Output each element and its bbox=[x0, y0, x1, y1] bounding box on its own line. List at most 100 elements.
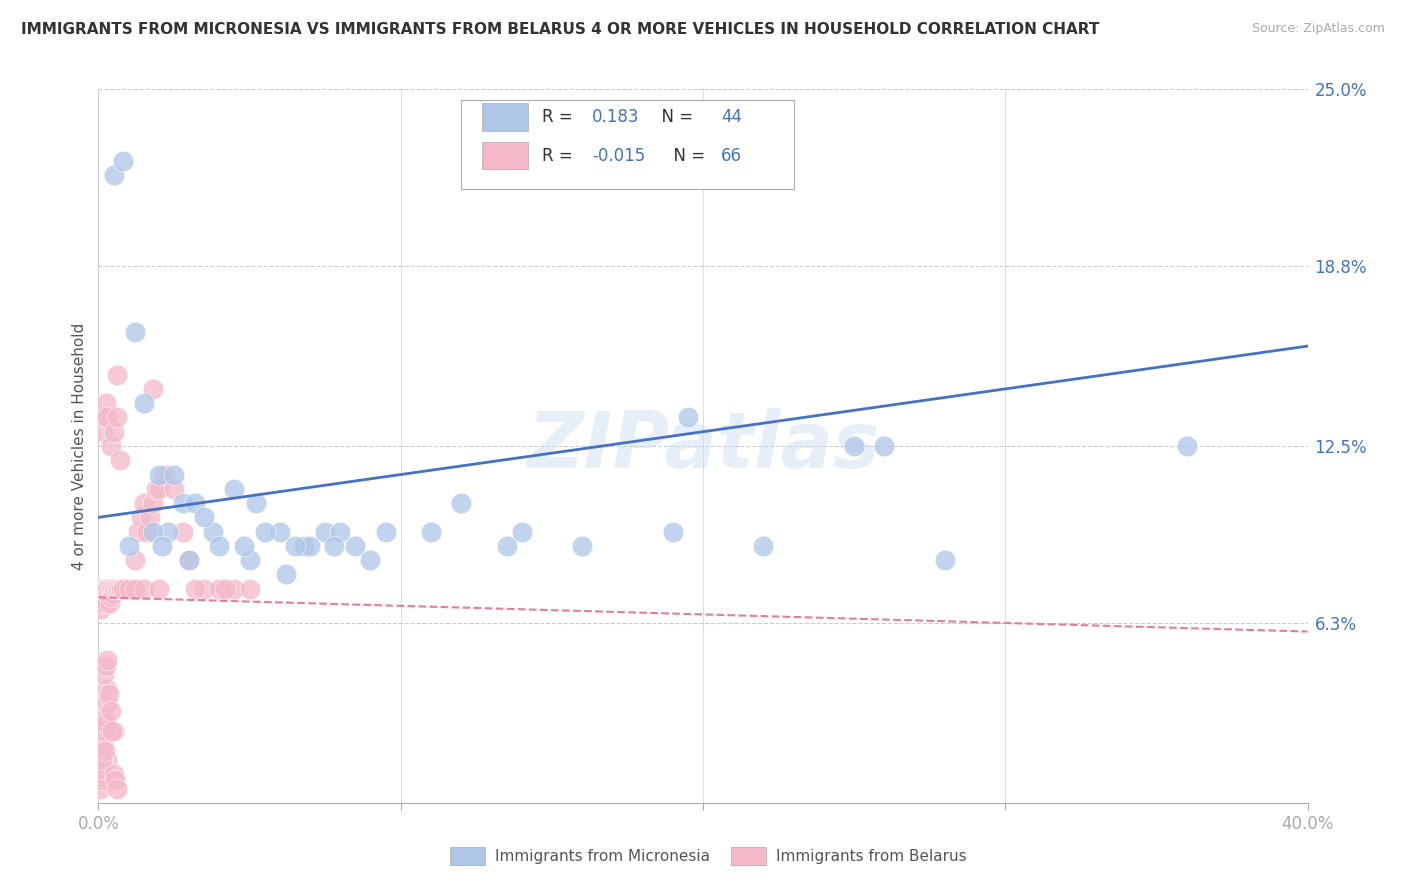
Point bbox=[93, 710, 115, 724]
Point bbox=[100, 582, 122, 596]
Point bbox=[105, 582, 128, 596]
Point bbox=[232, 539, 254, 553]
Point bbox=[148, 582, 170, 596]
Point bbox=[163, 482, 186, 496]
Point bbox=[1175, 439, 1198, 453]
Text: N =: N = bbox=[664, 146, 710, 164]
Point bbox=[91, 582, 114, 596]
Point bbox=[374, 524, 396, 539]
Point bbox=[934, 553, 956, 567]
Point bbox=[93, 582, 115, 596]
Text: 0.183: 0.183 bbox=[592, 108, 640, 126]
Point bbox=[214, 582, 236, 596]
Text: R =: R = bbox=[543, 108, 578, 126]
Point bbox=[91, 596, 114, 610]
Point bbox=[107, 582, 129, 596]
Point bbox=[101, 587, 124, 601]
Point bbox=[108, 582, 131, 596]
Point bbox=[104, 772, 127, 787]
Point bbox=[208, 582, 231, 596]
Point bbox=[96, 653, 118, 667]
Y-axis label: 4 or more Vehicles in Household: 4 or more Vehicles in Household bbox=[72, 322, 87, 570]
Point bbox=[193, 510, 215, 524]
Point bbox=[661, 524, 683, 539]
Point bbox=[179, 553, 201, 567]
Point bbox=[145, 482, 167, 496]
Point bbox=[153, 467, 176, 482]
Point bbox=[100, 591, 122, 605]
Point bbox=[90, 591, 112, 605]
Point bbox=[124, 553, 146, 567]
Point bbox=[284, 539, 307, 553]
Point bbox=[96, 582, 118, 596]
Point bbox=[239, 553, 262, 567]
Point bbox=[103, 582, 125, 596]
FancyBboxPatch shape bbox=[482, 103, 527, 130]
Point bbox=[208, 539, 231, 553]
Point bbox=[101, 724, 124, 739]
Point bbox=[91, 425, 114, 439]
Text: 44: 44 bbox=[721, 108, 742, 126]
Point bbox=[752, 539, 775, 553]
Point bbox=[844, 439, 866, 453]
Text: ZIPatlas: ZIPatlas bbox=[527, 408, 879, 484]
Point bbox=[114, 582, 136, 596]
Point bbox=[90, 601, 112, 615]
Point bbox=[100, 439, 122, 453]
Point bbox=[124, 582, 146, 596]
Point bbox=[105, 368, 128, 382]
Point bbox=[142, 524, 165, 539]
Point bbox=[94, 744, 117, 758]
Point bbox=[124, 325, 146, 339]
Point bbox=[91, 753, 114, 767]
Point bbox=[245, 496, 267, 510]
Point bbox=[91, 739, 114, 753]
FancyBboxPatch shape bbox=[461, 100, 793, 189]
Point bbox=[239, 582, 262, 596]
Point bbox=[873, 439, 896, 453]
Point bbox=[323, 539, 346, 553]
Point bbox=[103, 724, 125, 739]
Point bbox=[193, 582, 215, 596]
Point bbox=[139, 510, 162, 524]
Point bbox=[118, 582, 141, 596]
Point bbox=[148, 482, 170, 496]
Point bbox=[103, 767, 125, 781]
Point bbox=[96, 410, 118, 425]
Point bbox=[94, 582, 117, 596]
Text: -0.015: -0.015 bbox=[592, 146, 645, 164]
Point bbox=[90, 772, 112, 787]
Point bbox=[111, 153, 134, 168]
Text: Immigrants from Micronesia: Immigrants from Micronesia bbox=[495, 849, 710, 863]
Point bbox=[329, 524, 352, 539]
Point bbox=[135, 524, 157, 539]
Point bbox=[156, 524, 179, 539]
Point bbox=[269, 524, 291, 539]
Point bbox=[108, 453, 131, 467]
Point bbox=[110, 582, 132, 596]
Text: R =: R = bbox=[543, 146, 578, 164]
Point bbox=[314, 524, 336, 539]
Point bbox=[93, 724, 115, 739]
Text: 66: 66 bbox=[721, 146, 742, 164]
Point bbox=[105, 410, 128, 425]
Point bbox=[127, 524, 149, 539]
Point bbox=[172, 524, 194, 539]
Point bbox=[100, 705, 122, 719]
Point bbox=[495, 539, 517, 553]
FancyBboxPatch shape bbox=[482, 142, 527, 169]
Point bbox=[450, 496, 472, 510]
Point bbox=[274, 567, 297, 582]
Point bbox=[148, 467, 170, 482]
Point bbox=[111, 582, 134, 596]
Point bbox=[510, 524, 533, 539]
Point bbox=[163, 467, 186, 482]
Point bbox=[90, 762, 112, 776]
Point bbox=[420, 524, 443, 539]
Point bbox=[96, 696, 118, 710]
Point bbox=[103, 168, 125, 182]
Point bbox=[103, 425, 125, 439]
Point bbox=[132, 396, 155, 410]
Point bbox=[94, 396, 117, 410]
Point bbox=[571, 539, 593, 553]
